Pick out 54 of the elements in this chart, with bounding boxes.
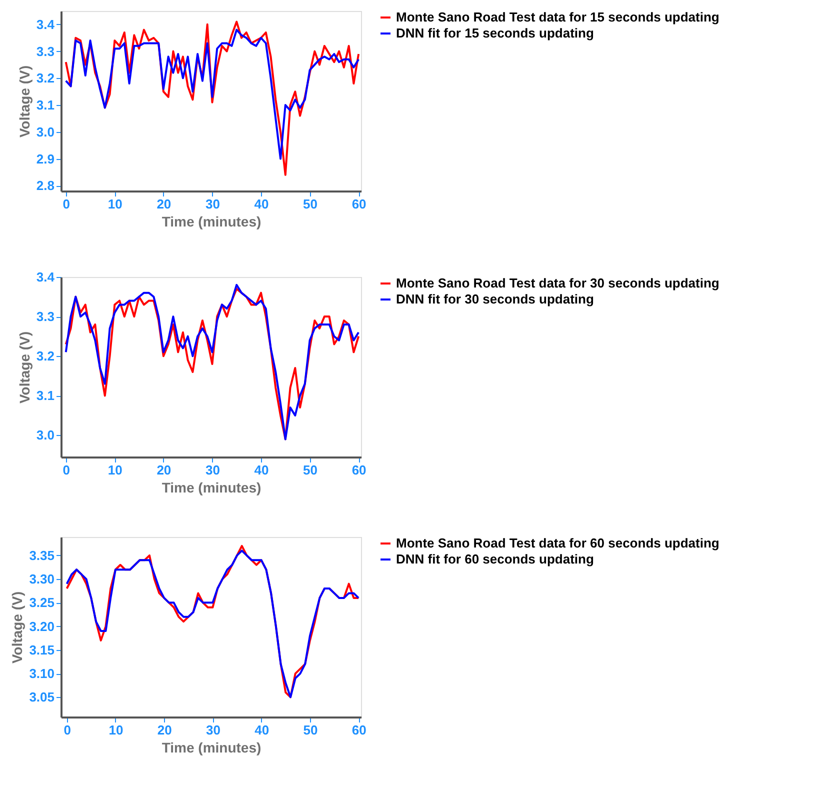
y-tick-label: 3.4 [36,16,56,32]
legend-label: DNN fit for 60 seconds updating [396,552,594,566]
x-tick-label: 20 [156,462,172,478]
x-axis-title: Time (minutes) [162,480,262,496]
y-tick-label: 3.4 [36,270,56,284]
y-tick-label: 3.25 [29,595,54,610]
x-tick-label: 10 [108,462,122,478]
y-tick-label: 3.30 [29,572,54,587]
x-tick-label: 30 [206,722,220,738]
y-tick-label: 3.15 [29,642,54,658]
x-tick-label: 30 [205,196,220,212]
line-series [64,20,360,176]
y-tick-label: 3.10 [29,666,54,682]
x-tick-label: 40 [254,196,269,212]
x-tick-label: 60 [352,722,366,738]
x-tick-label: 0 [64,722,71,738]
x-tick-label: 40 [254,722,270,738]
x-tick-label: 30 [205,462,220,478]
y-tick-label: 2.9 [36,151,54,166]
y-tick-label: 3.35 [29,548,54,563]
y-tick-label: 3.3 [36,44,54,59]
x-axis-title: Time (minutes) [162,214,262,230]
legend-label: DNN fit for 30 seconds updating [396,292,594,306]
legend-label: Monte Sano Road Test data for 60 seconds updating [396,536,720,550]
x-tick-label: 10 [108,722,124,738]
x-tick-label: 10 [108,196,122,212]
x-tick-label: 20 [157,722,172,738]
legend-label: Monte Sano Road Test data for 30 seconds updating [396,276,720,290]
x-tick-label: 40 [254,462,269,478]
y-tick-label: 2.8 [36,178,54,194]
x-tick-label: 50 [303,196,318,212]
y-axis-title: Voltage (V) [16,65,32,138]
y-axis-title: Voltage (V) [16,331,32,404]
legend-label: DNN fit for 15 seconds updating [396,26,594,40]
x-tick-label: 20 [156,196,172,212]
y-tick-label: 3.1 [36,388,54,404]
legend-label: Monte Sano Road Test data for 15 seconds updating [396,10,720,24]
y-tick-label: 3.05 [29,690,54,705]
x-tick-label: 0 [62,196,70,212]
line-series [64,28,360,160]
y-tick-label: 3.2 [36,348,54,364]
y-tick-label: 3.0 [36,124,54,140]
x-tick-label: 60 [352,462,366,478]
x-tick-label: 50 [303,462,318,478]
y-tick-label: 3.20 [29,618,54,634]
x-tick-label: 60 [352,196,366,212]
y-tick-label: 3.1 [36,98,54,113]
x-tick-label: 50 [303,722,318,738]
y-axis-title: Voltage (V) [9,591,26,664]
y-tick-label: 3.3 [36,309,54,324]
x-tick-label: 0 [62,462,70,478]
y-tick-label: 3.0 [36,428,54,443]
y-tick-label: 3.2 [36,70,54,86]
x-axis-title: Time (minutes) [162,740,262,756]
